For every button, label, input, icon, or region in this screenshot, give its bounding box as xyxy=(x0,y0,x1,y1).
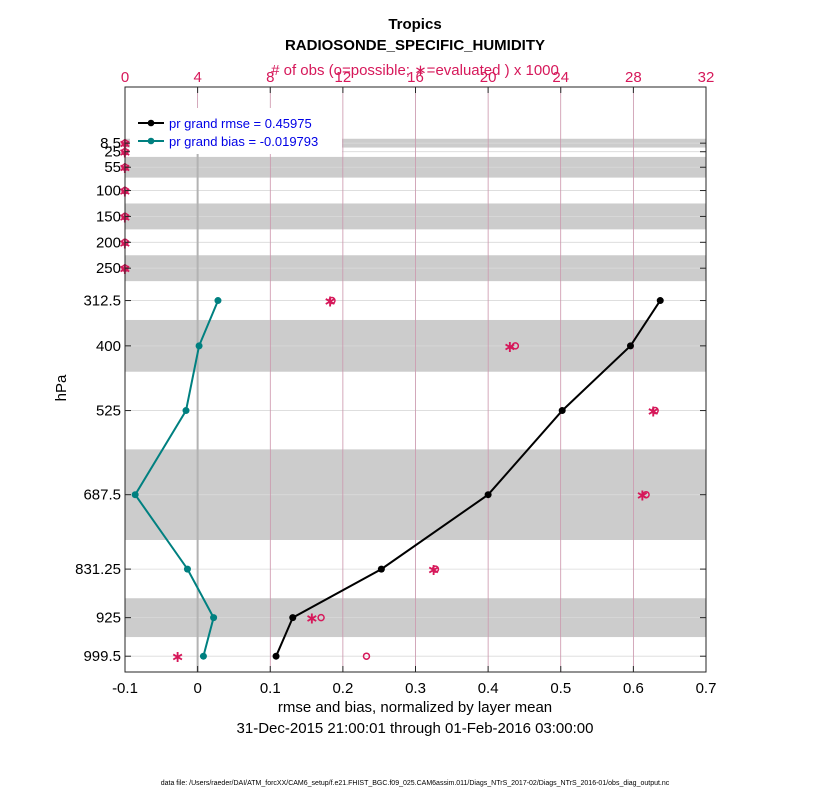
top-grid-lines xyxy=(197,87,634,672)
x-tick-label-0: -0.1 xyxy=(112,680,138,697)
obs-possible-marker-9 xyxy=(651,406,659,415)
series-0-point-3 xyxy=(484,491,492,499)
series-0-point-6 xyxy=(272,652,280,660)
date-range: 31-Dec-2015 21:00:01 through 01-Feb-2016… xyxy=(237,720,594,737)
x-axis-label: rmse and bias, normalized by layer mean xyxy=(278,699,552,716)
series-layer xyxy=(131,297,664,660)
footer-data-file: data file: /Users/raeder/DAI/ATM_forcXX/… xyxy=(161,780,670,787)
chart-subtitle: RADIOSONDE_SPECIFIC_HUMIDITY xyxy=(285,37,545,54)
x-tick-label-8: 0.7 xyxy=(696,680,717,697)
series-0-point-0 xyxy=(656,297,664,305)
obs-possible-marker-10 xyxy=(642,490,650,499)
obs-possible-marker-12 xyxy=(317,613,325,622)
x-tick-label-5: 0.4 xyxy=(478,680,499,697)
x-tick-label-4: 0.3 xyxy=(405,680,426,697)
top-tick-label-1: 4 xyxy=(193,69,201,86)
series-0-point-1 xyxy=(626,342,634,350)
series-1-point-0 xyxy=(214,297,222,305)
obs-possible-marker-11 xyxy=(431,565,440,573)
series-0-point-5 xyxy=(289,614,297,622)
x-tick-label-1: 0 xyxy=(193,680,201,697)
y-tick-label-6: 250 xyxy=(96,260,121,277)
series-1-point-2 xyxy=(182,407,190,415)
y-tick-label-3: 100 xyxy=(96,183,121,200)
top-axis: 0 4 8 12 16 20 24 28 32 xyxy=(121,69,715,93)
series-1-point-4 xyxy=(183,565,191,573)
legend-marker-rmse xyxy=(147,119,155,127)
y-tick-label-8: 400 xyxy=(96,338,121,355)
y-tick-label-2: 55 xyxy=(104,159,121,176)
obs-possible-marker-8 xyxy=(511,342,520,350)
top-tick-label-0: 0 xyxy=(121,69,129,86)
x-tick-label-2: 0.1 xyxy=(260,680,281,697)
obs-possible-marker-7 xyxy=(328,296,336,305)
obs-evaluated-marker-13: ∗ xyxy=(171,649,184,666)
series-0-point-2 xyxy=(558,407,566,415)
obs-evaluated-marker-11: ∗ xyxy=(427,562,440,579)
top-tick-label-6: 24 xyxy=(552,69,569,86)
series-1-point-6 xyxy=(199,652,207,660)
obs-evaluated-marker-9: ∗ xyxy=(647,404,660,421)
legend-marker-bias xyxy=(147,137,155,145)
top-axis-label: # of obs (o=possible; ∗=evaluated ) x 10… xyxy=(271,62,559,79)
obs-evaluated-marker-8: ∗ xyxy=(503,339,516,356)
series-1-point-1 xyxy=(195,342,203,350)
series-0-point-4 xyxy=(377,565,385,573)
obs-evaluated-marker-12: ∗ xyxy=(305,611,318,628)
top-tick-label-3: 12 xyxy=(335,69,352,86)
y-tick-label-13: 999.5 xyxy=(83,648,121,665)
x-tick-label-3: 0.2 xyxy=(332,680,353,697)
top-tick-label-8: 32 xyxy=(698,69,715,86)
chart-title: Tropics xyxy=(388,16,441,33)
y-tick-label-9: 525 xyxy=(96,403,121,420)
y-tick-label-1: 25 xyxy=(104,144,121,161)
top-tick-label-5: 20 xyxy=(480,69,497,86)
y-tick-label-10: 687.5 xyxy=(83,487,121,504)
obs-evaluated-marker-10: ∗ xyxy=(636,488,649,505)
y-tick-label-5: 200 xyxy=(96,234,121,251)
obs-possible-marker-13 xyxy=(362,652,371,660)
top-tick-label-2: 8 xyxy=(266,69,274,86)
series-1-point-3 xyxy=(131,491,139,499)
y-tick-label-12: 925 xyxy=(96,610,121,627)
legend-label-bias: pr grand bias = -0.019793 xyxy=(169,134,318,149)
legend-label-rmse: pr grand rmse = 0.45975 xyxy=(169,116,312,131)
y-tick-label-0: 8.5 xyxy=(100,135,121,152)
x-tick-label-7: 0.6 xyxy=(623,680,644,697)
y-tick-label-11: 831.25 xyxy=(75,561,121,578)
y-tick-label-4: 150 xyxy=(96,208,121,225)
top-tick-label-7: 28 xyxy=(625,69,642,86)
top-tick-label-4: 16 xyxy=(407,69,424,86)
y-axis-label: hPa xyxy=(53,374,70,401)
series-1-point-5 xyxy=(210,614,218,622)
x-tick-label-6: 0.5 xyxy=(550,680,571,697)
legend: pr grand rmse = 0.45975 pr grand bias = … xyxy=(130,108,342,154)
legend-box xyxy=(130,108,342,154)
bottom-axis: -0.1 0 0.1 0.2 0.3 0.4 0.5 0.6 0.7 xyxy=(112,666,716,697)
y-tick-label-7: 312.5 xyxy=(83,293,121,310)
obs-evaluated-marker-7: ∗ xyxy=(323,294,336,311)
